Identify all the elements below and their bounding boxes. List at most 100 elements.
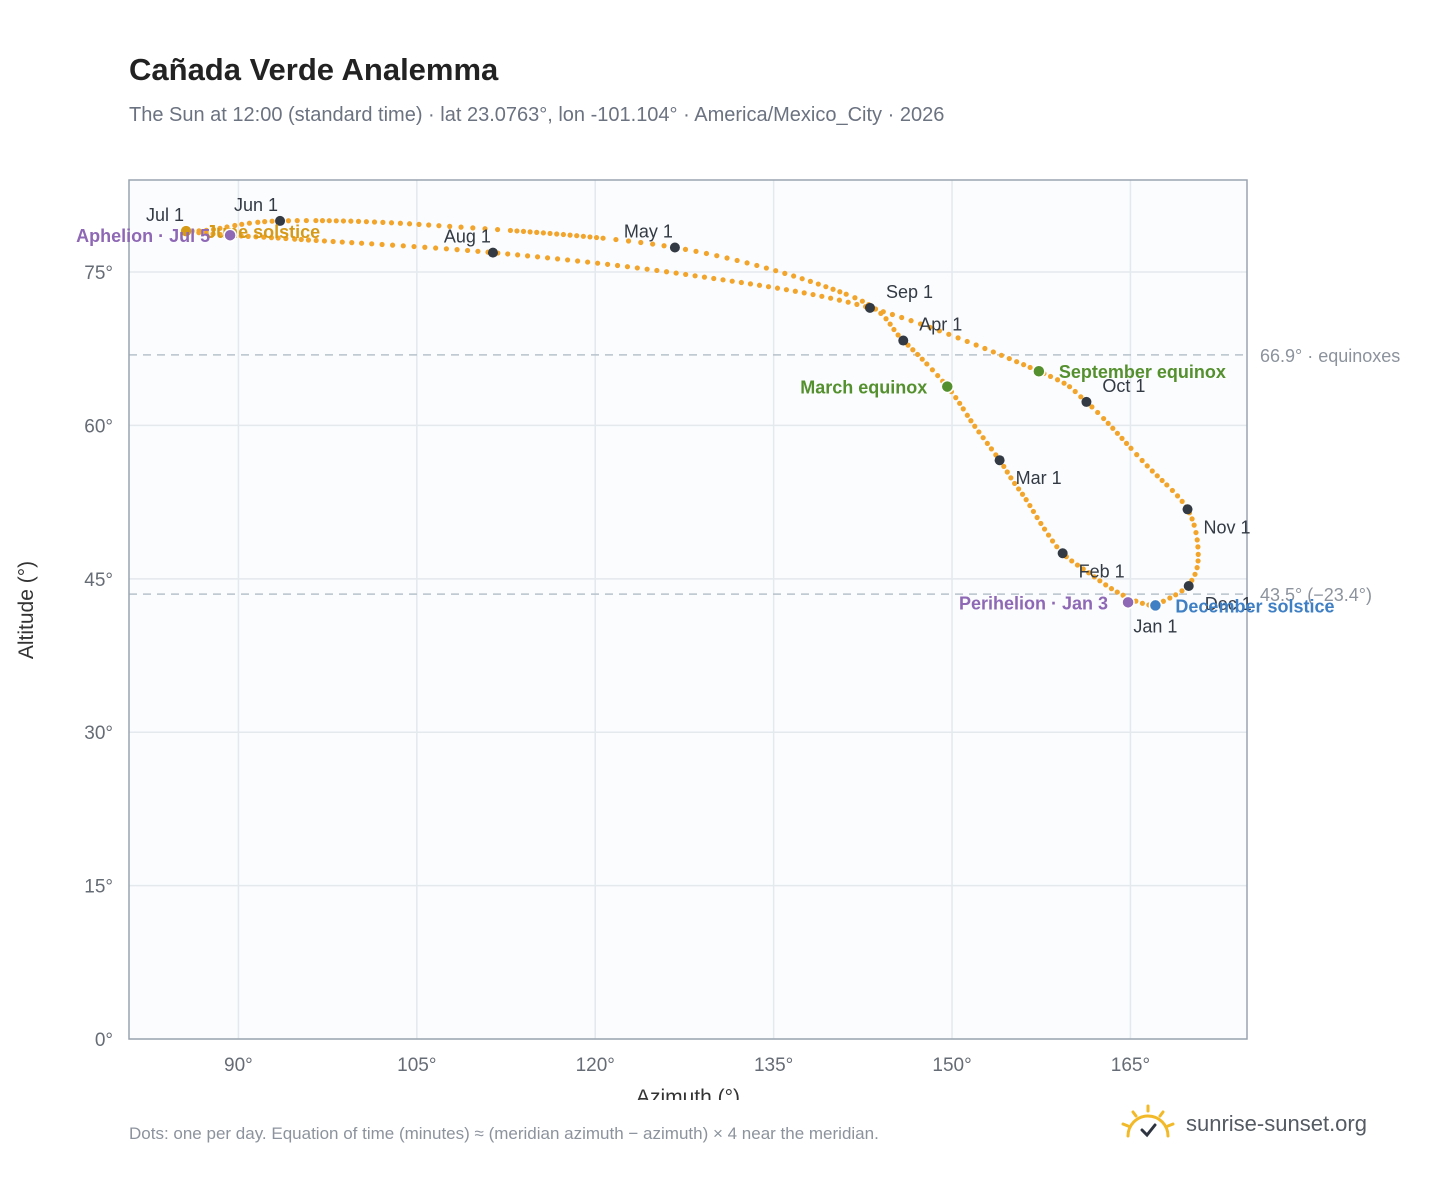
event-markers: March equinox September equinox June solst… <box>76 222 1334 616</box>
month-label: May 1 <box>624 221 673 241</box>
event-dot <box>1148 598 1163 613</box>
day-dot <box>953 395 959 401</box>
day-dot <box>262 219 268 225</box>
day-dot <box>828 295 834 301</box>
x-tick-label: 120° <box>576 1055 615 1076</box>
day-dot <box>899 314 905 321</box>
day-dot <box>763 265 769 271</box>
day-dot <box>917 321 924 327</box>
day-dot <box>285 218 292 224</box>
day-dot <box>433 245 439 251</box>
day-dot <box>203 230 209 236</box>
day-dot <box>819 293 825 299</box>
day-dot <box>447 223 453 229</box>
day-dot <box>693 248 699 254</box>
day-dot <box>348 218 354 224</box>
day-dot <box>1114 430 1121 436</box>
day-dot <box>292 236 298 242</box>
day-dot <box>1134 451 1140 458</box>
day-dot <box>406 221 413 227</box>
day-dot <box>261 234 267 240</box>
day-dot <box>333 218 339 224</box>
day-dot <box>585 259 591 265</box>
day-dot <box>1041 526 1048 532</box>
day-dot <box>1173 592 1179 598</box>
event-label: March equinox <box>800 378 927 398</box>
day-dot <box>564 257 571 263</box>
day-dot <box>520 228 527 234</box>
day-dot <box>924 361 930 367</box>
day-dot <box>1103 582 1109 588</box>
day-dot <box>738 279 744 286</box>
day-dot <box>1006 355 1012 362</box>
day-dot <box>946 331 952 337</box>
day-dot <box>1194 537 1200 543</box>
day-dot <box>1054 544 1060 550</box>
day-dot <box>1194 565 1200 571</box>
day-dot <box>1021 362 1027 368</box>
month-label: Sep 1 <box>886 282 933 302</box>
day-dot <box>927 324 933 330</box>
month-dot <box>1182 504 1193 515</box>
day-dot <box>494 226 501 233</box>
day-dot <box>1027 502 1033 509</box>
day-dot <box>319 218 326 224</box>
month-label: Dec 1 <box>1205 594 1252 614</box>
y-tick-label: 60° <box>84 416 113 437</box>
day-dot <box>919 356 925 362</box>
day-dot <box>298 236 304 243</box>
day-dot <box>1114 589 1120 595</box>
day-dot <box>388 220 395 226</box>
day-dot <box>246 220 252 226</box>
reference-line-label: 43.5° (−23.4°) <box>1260 585 1372 605</box>
day-dot <box>443 246 449 252</box>
day-dot <box>1086 570 1092 576</box>
day-dot <box>1120 592 1126 598</box>
day-dot <box>972 423 978 429</box>
day-dot <box>475 248 481 254</box>
event-label: September equinox <box>1059 362 1226 382</box>
x-tick-label: 135° <box>754 1055 793 1076</box>
day-dot <box>957 400 963 406</box>
day-dot <box>1080 566 1086 572</box>
day-dot <box>458 224 464 230</box>
day-dot <box>359 240 365 246</box>
day-dot <box>711 275 717 282</box>
day-dot <box>720 277 726 283</box>
day-dot <box>580 233 586 239</box>
day-dot <box>1149 468 1155 474</box>
day-dot <box>854 301 860 307</box>
day-dot <box>774 285 781 291</box>
day-dot <box>1074 562 1081 568</box>
day-dot <box>1045 532 1052 538</box>
y-tick-label: 75° <box>84 263 113 284</box>
day-dot <box>724 255 730 261</box>
y-axis-label: Altitude (°) <box>15 561 38 659</box>
day-dot <box>914 351 921 358</box>
day-dot <box>340 218 347 224</box>
footnote: Dots: one per day. Equation of time (min… <box>129 1124 879 1143</box>
day-dot <box>217 225 223 231</box>
day-dot <box>910 347 916 353</box>
reference-lines: 66.9° · equinoxes 43.5° (−23.4°) <box>129 346 1400 605</box>
day-dot <box>595 260 601 266</box>
day-dot <box>982 345 988 352</box>
brand[interactable]: sunrise-sunset.org <box>1120 1102 1367 1146</box>
day-dot <box>1027 364 1033 371</box>
day-dot <box>593 234 600 241</box>
day-dot <box>968 418 974 424</box>
day-dot <box>294 218 300 224</box>
day-dot <box>990 349 996 355</box>
day-dot <box>1108 586 1115 592</box>
day-dot <box>1174 493 1181 499</box>
day-dot <box>1154 473 1160 479</box>
day-dot <box>973 342 979 348</box>
day-dot <box>1195 558 1201 564</box>
x-tick-label: 150° <box>932 1055 971 1076</box>
event-dot <box>940 379 955 394</box>
day-dot <box>976 429 982 435</box>
day-dot <box>1091 574 1097 580</box>
event-label: December solstice <box>1175 596 1334 616</box>
day-dot <box>1179 588 1185 594</box>
day-dot <box>369 241 375 247</box>
